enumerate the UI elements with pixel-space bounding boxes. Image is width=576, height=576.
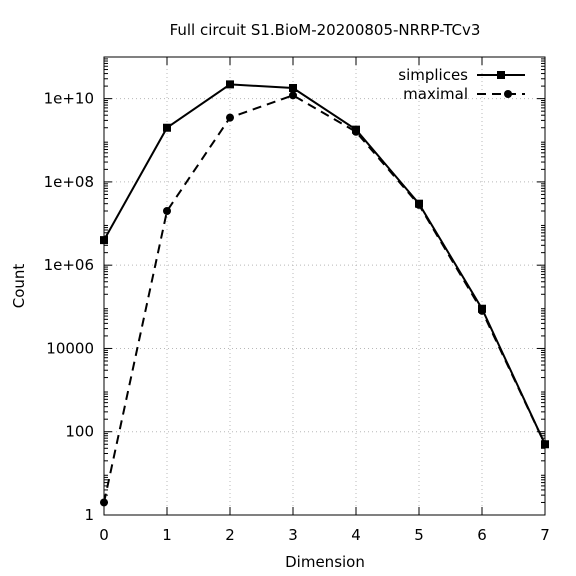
series-line-simplices <box>103 83 546 445</box>
y-tick-label: 10000 <box>46 339 94 357</box>
data-point-maximal <box>352 127 360 136</box>
y-tick-label: 1e+10 <box>44 90 94 108</box>
legend-label-simplices: simplices <box>398 66 468 84</box>
x-tick-label: 0 <box>99 526 109 544</box>
y-tick-label: 1 <box>84 506 94 524</box>
data-point-maximal <box>289 91 297 100</box>
x-tick-label: 7 <box>540 526 550 544</box>
data-point-maximal <box>415 200 423 209</box>
data-point-simplices <box>163 123 171 132</box>
y-tick-label: 1e+08 <box>44 173 94 191</box>
y-tick-label: 100 <box>65 423 94 441</box>
series-layer <box>100 80 549 507</box>
data-point-maximal <box>478 306 486 315</box>
x-tick-label: 1 <box>162 526 172 544</box>
data-point-maximal <box>163 207 171 216</box>
x-tick-label: 2 <box>225 526 235 544</box>
x-axis-label: Dimension <box>285 553 365 571</box>
legend-marker-simplices <box>497 71 505 79</box>
chart-title: Full circuit S1.BioM-20200805-NRRP-TCv3 <box>170 21 481 39</box>
x-tick-label: 6 <box>477 526 487 544</box>
x-tick-label: 3 <box>288 526 298 544</box>
x-tick-label: 4 <box>351 526 361 544</box>
data-point-simplices <box>289 84 297 93</box>
y-tick-label: 1e+06 <box>44 256 94 274</box>
plot-border <box>103 56 546 516</box>
data-point-maximal <box>226 113 234 122</box>
x-tick-label: 5 <box>414 526 424 544</box>
legend-marker-maximal <box>504 90 512 98</box>
series-line-maximal <box>103 94 546 503</box>
legend-label-maximal: maximal <box>403 85 468 103</box>
data-point-simplices <box>226 80 234 89</box>
y-axis-label: Count <box>10 264 28 309</box>
